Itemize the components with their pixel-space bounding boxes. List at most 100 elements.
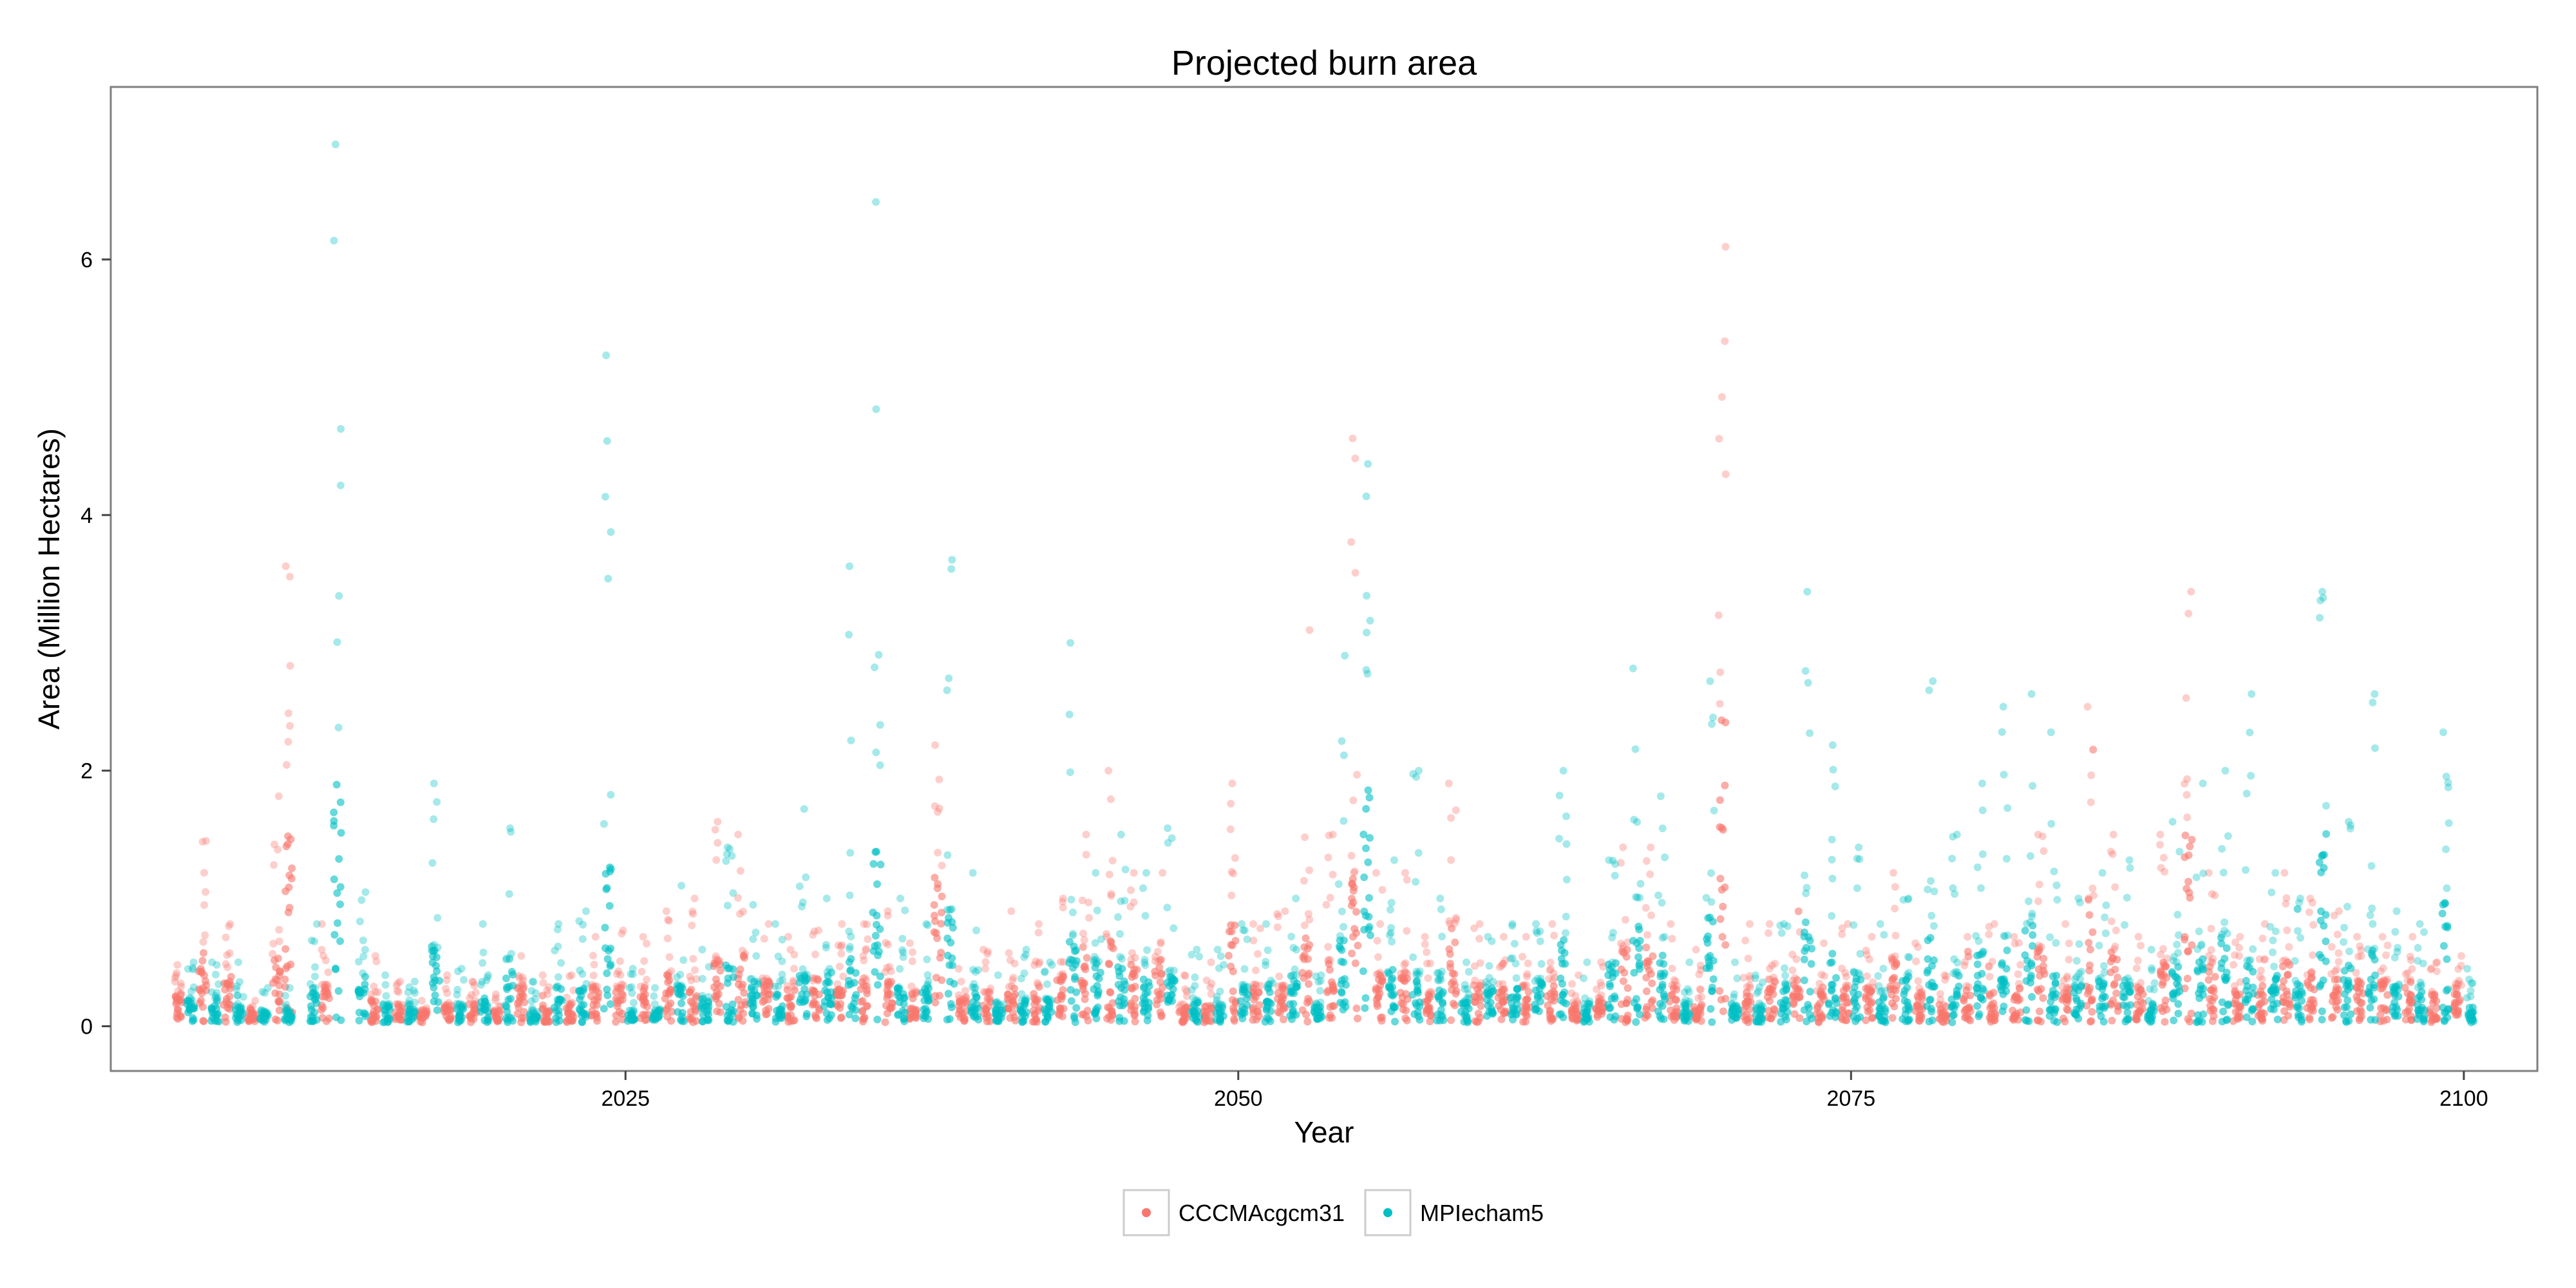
data-point <box>1489 978 1497 986</box>
data-point <box>1698 993 1706 1001</box>
data-point <box>1483 988 1492 996</box>
data-point <box>1280 991 1288 999</box>
data-point <box>795 882 804 891</box>
data-point <box>1068 908 1077 916</box>
legend-item: MPIecham5 <box>1364 1189 1544 1236</box>
data-point <box>2199 869 2208 878</box>
data-point <box>1904 969 1913 977</box>
data-point <box>233 991 242 999</box>
data-point <box>1450 919 1459 927</box>
data-point <box>1213 945 1222 954</box>
data-point <box>213 961 221 969</box>
data-point <box>334 723 343 732</box>
data-point <box>1067 895 1075 904</box>
data-point <box>2334 949 2343 957</box>
data-point <box>1365 793 1374 802</box>
data-point <box>2418 988 2426 996</box>
data-point <box>1249 1016 1257 1024</box>
data-point <box>935 775 943 784</box>
data-point <box>579 920 587 929</box>
data-point <box>1069 930 1077 938</box>
data-point <box>200 901 209 909</box>
data-point <box>2011 992 2020 1001</box>
data-point <box>1374 953 1382 961</box>
data-point <box>1391 1003 1399 1012</box>
data-point <box>886 1005 894 1013</box>
data-point <box>895 985 904 993</box>
data-point <box>935 992 943 1000</box>
data-point <box>1361 994 1370 1002</box>
data-point <box>469 978 478 987</box>
data-point <box>1082 830 1090 838</box>
data-point <box>1927 1007 1936 1016</box>
data-point <box>1801 871 1808 880</box>
data-point <box>1721 781 1729 790</box>
data-point <box>2354 977 2362 985</box>
data-point <box>787 1011 795 1019</box>
data-point <box>2075 969 2083 978</box>
data-point <box>1976 994 1985 1002</box>
data-point <box>2195 994 2204 1002</box>
data-point <box>1802 943 1810 952</box>
data-point <box>582 907 590 915</box>
data-point <box>1777 929 1786 937</box>
data-point <box>1079 943 1088 951</box>
data-point <box>1193 945 1201 954</box>
data-point <box>2109 830 2117 838</box>
data-point <box>838 920 846 928</box>
data-point <box>1850 967 1858 976</box>
data-point <box>553 984 561 992</box>
data-point <box>2401 970 2410 978</box>
data-point <box>372 988 379 996</box>
data-point <box>2206 963 2214 971</box>
data-point <box>1286 1000 1294 1009</box>
data-point <box>1964 947 1972 956</box>
data-point <box>1421 933 1429 941</box>
data-point <box>1403 876 1411 884</box>
data-point <box>1781 980 1789 989</box>
data-point <box>245 1015 253 1023</box>
data-point <box>1438 933 1446 941</box>
data-point <box>2011 1012 2020 1020</box>
data-point <box>922 920 931 928</box>
data-point <box>997 1002 1005 1010</box>
data-point <box>723 850 731 858</box>
data-point <box>2107 848 2115 856</box>
data-point <box>1341 652 1349 660</box>
data-point <box>1353 771 1361 779</box>
data-point <box>1446 963 1454 972</box>
data-point <box>873 941 882 949</box>
data-point <box>1451 938 1459 947</box>
data-point <box>171 974 179 982</box>
data-point <box>2029 942 2036 950</box>
data-point <box>845 927 853 936</box>
data-point <box>545 983 553 991</box>
data-point <box>2438 909 2447 918</box>
data-point <box>552 1007 560 1015</box>
data-point <box>198 838 207 846</box>
data-point <box>355 988 364 996</box>
data-point <box>1034 929 1043 937</box>
data-point <box>2367 996 2376 1005</box>
data-point <box>509 971 517 979</box>
data-point <box>1953 968 1962 976</box>
data-point <box>1915 984 1924 992</box>
data-point <box>189 963 196 972</box>
data-point <box>374 988 382 996</box>
data-point <box>1362 805 1370 813</box>
data-point <box>320 980 328 989</box>
data-point <box>592 1014 601 1022</box>
data-point <box>2053 896 2061 904</box>
data-point <box>1310 1007 1318 1016</box>
data-point <box>2232 1000 2240 1009</box>
data-point <box>899 949 907 956</box>
data-point <box>1849 989 1857 997</box>
data-point <box>2283 926 2291 934</box>
data-point <box>2123 1009 2132 1017</box>
data-point <box>1888 1014 1897 1022</box>
data-point <box>1316 998 1325 1007</box>
data-point <box>2282 900 2290 908</box>
data-point <box>2370 981 2378 989</box>
data-point <box>1532 927 1540 935</box>
data-point <box>336 798 345 806</box>
